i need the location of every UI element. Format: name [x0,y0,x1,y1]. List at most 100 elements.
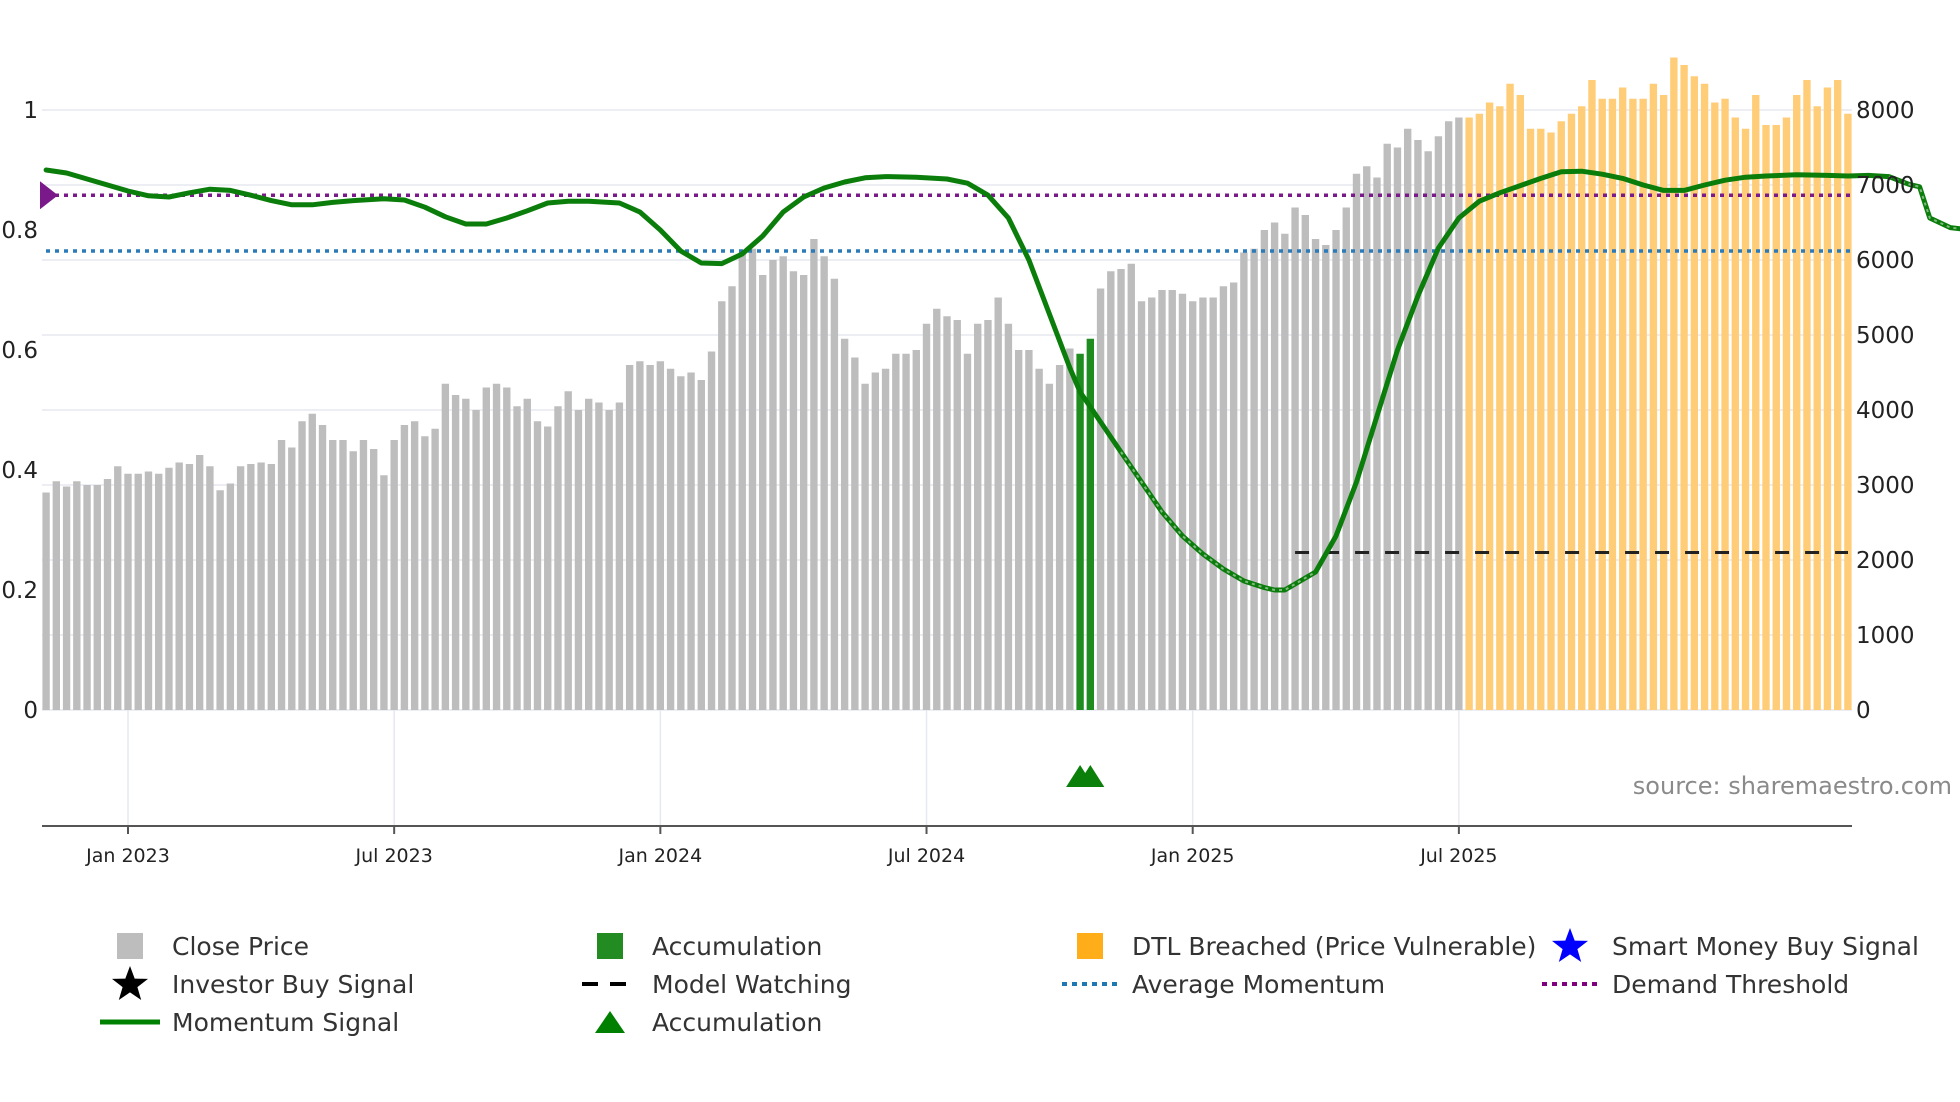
legend-item: Model Watching [580,966,852,1002]
x-tick-label: Jul 2023 [355,845,433,867]
close-price-bar [748,248,757,710]
close-price-bar [1148,297,1156,710]
momentum-signal-faded [1120,451,1317,591]
close-price-bar [62,486,71,710]
dotted-line-icon [1060,966,1120,1002]
close-price-bar [974,323,982,710]
close-price-bar [451,395,460,710]
dtl-breached-bar [1485,102,1494,710]
right-tick-label: 1000 [1856,623,1915,649]
close-price-bar [933,308,941,710]
dtl-breached-bar [1659,95,1668,710]
right-tick-label: 6000 [1856,248,1915,274]
close-price-bar [677,376,685,710]
close-price-bar [390,440,398,710]
close-price-bar [1229,282,1238,710]
close-price-bar [1342,207,1350,710]
momentum-lines [43,167,1960,593]
close-price-bar [533,421,542,710]
dtl-breached-bar [1721,98,1729,710]
close-price-bar [994,297,1002,710]
dtl-breached-bar [1649,83,1658,710]
close-price-bar [523,398,531,710]
close-price-bar [943,316,951,710]
legend-item: Average Momentum [1060,966,1385,1002]
close-price-bar [103,479,112,710]
close-price-bar [595,402,603,710]
close-price-bar [503,387,511,710]
right-tick-label: 2000 [1856,548,1915,574]
legend-item: Accumulation [580,1004,822,1040]
close-price-bar [636,361,644,710]
close-price-bar [359,440,368,710]
close-price-bar [1219,286,1228,710]
left-tick-label: 0 [23,698,38,724]
legend-item: DTL Breached (Price Vulnerable) [1060,928,1536,964]
close-price-bar [73,481,81,710]
legend-label: Accumulation [652,931,823,961]
close-price-bar [226,483,235,710]
close-price-bar [697,380,705,710]
dtl-breached-bar [1639,98,1647,710]
accumulation-marker [1076,765,1105,787]
close-price-bar [206,466,214,710]
close-price-bar [1291,207,1299,710]
dtl-breached-bar [1496,106,1504,710]
close-price-bar [544,426,552,710]
right-tick-label: 7000 [1856,173,1915,199]
close-price-bar [810,239,818,710]
close-price-bar [472,410,480,710]
accumulation-bar [1086,338,1095,710]
close-price-bar [1127,263,1135,710]
close-price-bar [52,481,61,710]
legend-label: Smart Money Buy Signal [1612,931,1919,961]
legend-label: Close Price [172,931,310,961]
demand-threshold-marker [40,181,58,210]
close-price-bar [707,351,716,710]
close-price-bar [134,473,142,710]
right-tick-label: 8000 [1856,98,1915,124]
close-price-bar [492,383,501,710]
close-price-bar [1209,297,1217,710]
close-price-bar [288,447,296,710]
close-price-bar [1096,288,1105,710]
dtl-breached-bar [1526,128,1535,710]
close-price-bar [267,464,276,710]
legend-item: Momentum Signal [100,1004,399,1040]
dtl-breached-bar [1618,87,1627,710]
close-price-bar [1444,121,1453,710]
legend-label: Average Momentum [1132,969,1386,999]
close-price-bar [185,464,194,710]
close-price-bar [144,471,153,710]
close-price-bar [1055,365,1064,710]
close-price-bar [1250,248,1258,710]
close-price-bar [646,365,654,710]
close-price-bar [820,256,828,710]
close-price-bar [574,410,583,710]
dtl-breached-bar [1731,117,1739,710]
close-price-bar [370,449,378,710]
close-price-bar [1373,177,1381,710]
dtl-breached-bar [1506,83,1514,710]
close-price-bar [851,357,859,710]
close-price-bar [881,368,890,710]
close-price-bar [1025,350,1033,710]
dtl-breached-bar [1823,87,1832,710]
price-bars [42,57,1852,710]
close-price-bar [1363,166,1371,710]
close-price-bar [247,464,255,710]
close-price-bar [513,406,521,710]
close-price-bar [1393,147,1402,710]
close-price-bar [93,485,101,710]
dtl-breached-bar [1700,83,1709,710]
dtl-breached-bar [1670,57,1678,710]
close-price-bar [1045,383,1054,710]
close-price-bar [482,387,490,710]
close-price-bar [195,455,204,710]
close-price-bar [1168,290,1176,710]
close-price-bar [1178,293,1187,710]
close-price-bar [431,428,439,710]
close-price-bar [718,301,726,710]
close-price-bar [1455,117,1463,710]
dtl-breached-bar [1578,106,1586,710]
